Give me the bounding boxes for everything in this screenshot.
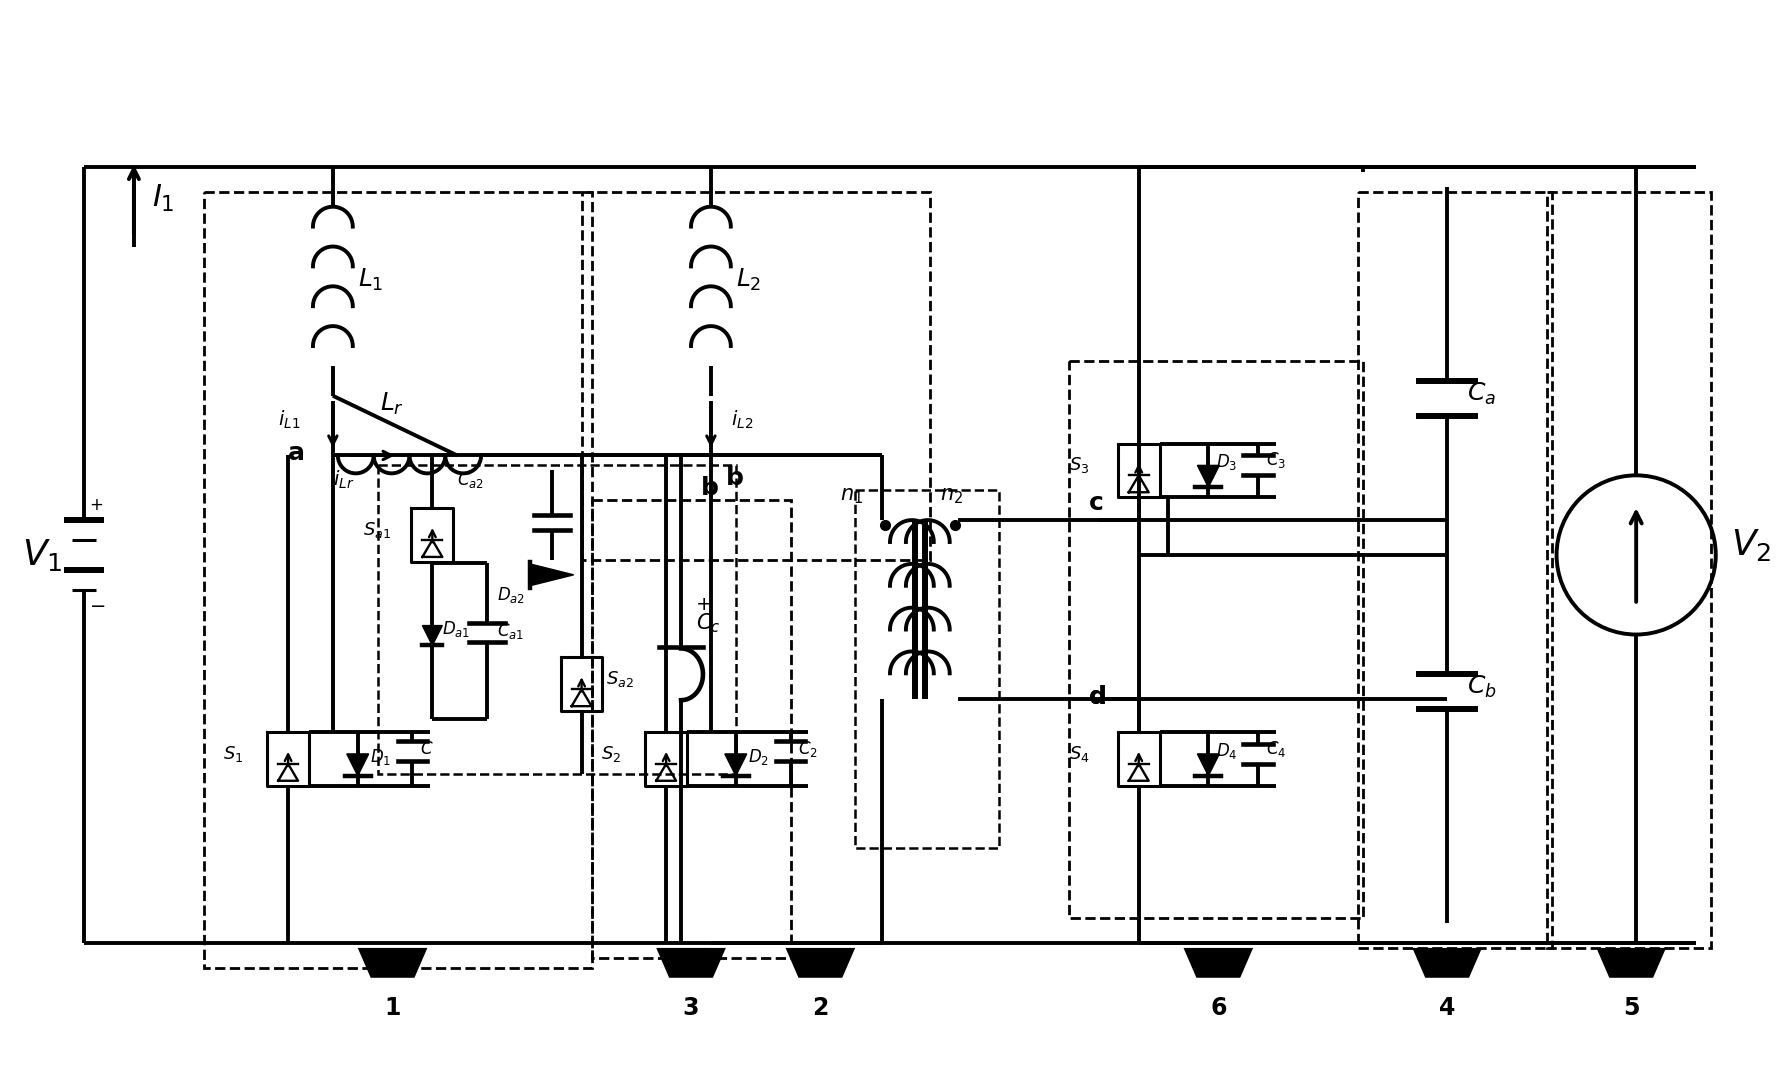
Text: $i_{L1}$: $i_{L1}$	[278, 408, 301, 431]
Bar	[378, 466, 736, 774]
Text: $V_1$: $V_1$	[21, 536, 62, 573]
Polygon shape	[1198, 754, 1219, 775]
Text: $C_4$: $C_4$	[1265, 738, 1287, 759]
Text: 4: 4	[1438, 996, 1456, 1020]
Bar	[1069, 361, 1363, 918]
Text: $C_c$: $C_c$	[697, 611, 720, 635]
Text: $S_2$: $S_2$	[602, 744, 622, 763]
Polygon shape	[1597, 948, 1666, 977]
Bar	[855, 490, 1000, 848]
Text: $C_{a2}$: $C_{a2}$	[458, 470, 485, 490]
Text: $I_1$: $I_1$	[151, 182, 175, 214]
Text: $i_{Lr}$: $i_{Lr}$	[333, 468, 355, 491]
Text: $D_{a1}$: $D_{a1}$	[442, 619, 470, 639]
Text: $-$: $-$	[89, 595, 105, 615]
Text: b: b	[700, 477, 718, 501]
Polygon shape	[786, 948, 855, 977]
Text: $L_1$: $L_1$	[358, 266, 383, 292]
Text: 5: 5	[1623, 996, 1639, 1020]
Text: $V_2$: $V_2$	[1730, 527, 1771, 563]
Text: $S_4$: $S_4$	[1069, 744, 1091, 763]
Text: $C_a$: $C_a$	[1467, 381, 1497, 407]
Text: $D_{a2}$: $D_{a2}$	[497, 584, 526, 605]
Text: $C_3$: $C_3$	[1265, 451, 1287, 470]
Text: 3: 3	[683, 996, 699, 1020]
Text: $S_1$: $S_1$	[223, 744, 244, 763]
Text: c: c	[1089, 491, 1103, 515]
Text: 2: 2	[813, 996, 829, 1020]
Text: +: +	[697, 595, 713, 614]
Polygon shape	[358, 948, 428, 977]
Text: C: C	[421, 740, 431, 758]
Text: $D_2$: $D_2$	[748, 747, 768, 767]
Text: $C_2$: $C_2$	[798, 738, 818, 759]
Text: $D_1$: $D_1$	[369, 747, 390, 767]
Text: d: d	[1089, 685, 1107, 709]
Bar	[1547, 192, 1711, 948]
Polygon shape	[529, 564, 574, 585]
Text: d: d	[1089, 685, 1107, 709]
Text: $S_3$: $S_3$	[1069, 455, 1089, 476]
Polygon shape	[725, 754, 747, 775]
Polygon shape	[422, 626, 442, 645]
Polygon shape	[1183, 948, 1253, 977]
Polygon shape	[1198, 466, 1219, 488]
Bar	[592, 501, 791, 958]
Text: b: b	[725, 466, 743, 490]
Bar	[203, 192, 592, 968]
Text: $D_3$: $D_3$	[1217, 453, 1238, 472]
Text: 1: 1	[385, 996, 401, 1020]
Text: 6: 6	[1210, 996, 1226, 1020]
Text: a: a	[289, 441, 305, 466]
Bar	[1358, 192, 1552, 948]
Polygon shape	[1413, 948, 1483, 977]
Text: $C_{a1}$: $C_{a1}$	[497, 620, 524, 641]
Text: $i_{L2}$: $i_{L2}$	[731, 408, 754, 431]
Polygon shape	[347, 754, 369, 775]
Text: +: +	[89, 496, 103, 514]
Text: $C_b$: $C_b$	[1467, 674, 1497, 700]
Text: $S_{a1}$: $S_{a1}$	[364, 520, 390, 540]
Text: $S_{a2}$: $S_{a2}$	[606, 669, 634, 690]
Text: $n_1$: $n_1$	[841, 485, 862, 506]
Text: $n_2$: $n_2$	[939, 485, 962, 506]
Text: $L_r$: $L_r$	[380, 391, 405, 417]
Bar	[581, 192, 930, 560]
Text: $L_2$: $L_2$	[736, 266, 761, 292]
Text: $D_4$: $D_4$	[1217, 741, 1238, 761]
Polygon shape	[656, 948, 725, 977]
